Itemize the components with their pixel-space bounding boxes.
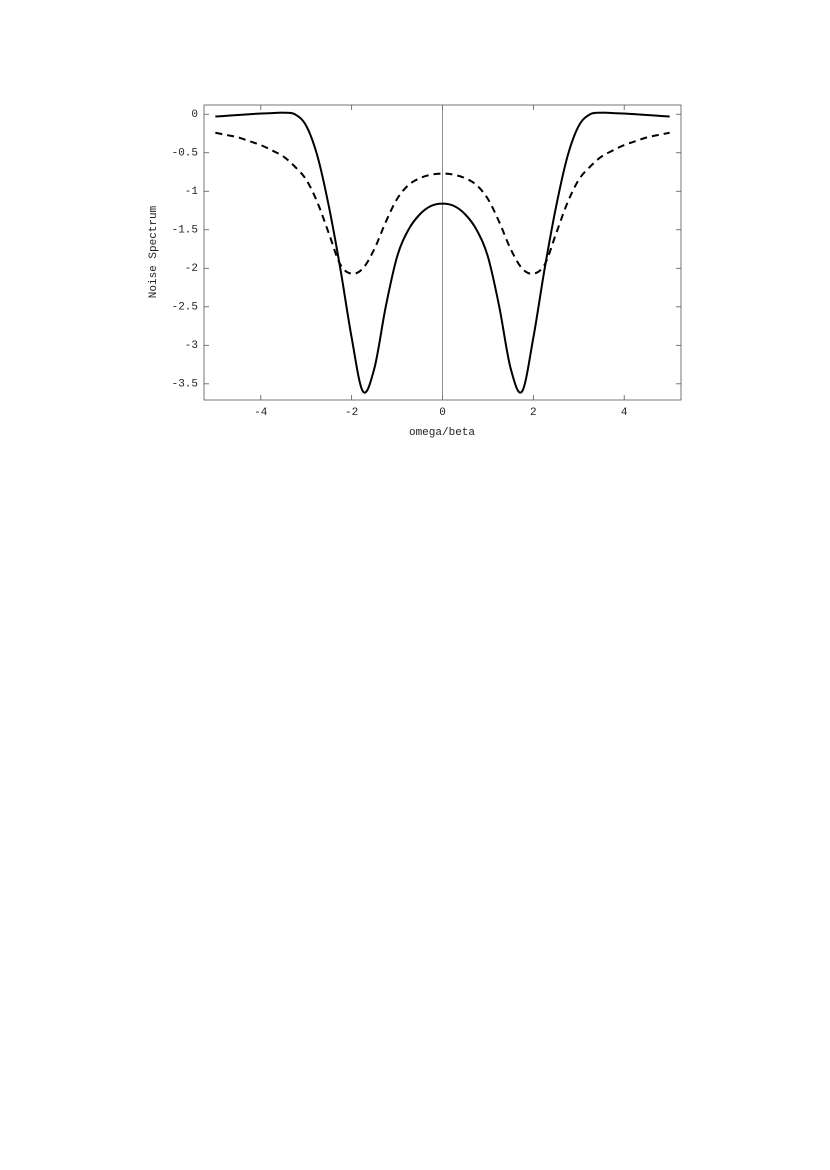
y-tick-label: -3.5 — [172, 379, 198, 391]
x-tick-label: 4 — [621, 407, 628, 419]
x-tick-label: 0 — [439, 407, 446, 419]
y-tick-label: -2.5 — [172, 302, 198, 314]
x-axis-label: omega/beta — [409, 427, 475, 439]
x-tick-label: -2 — [345, 407, 358, 419]
x-tick-label: -4 — [254, 407, 268, 419]
y-tick-label: 0 — [191, 109, 198, 121]
y-axis-label: Noise Spectrum — [148, 205, 160, 298]
series-line — [215, 131, 670, 275]
y-tick-label: -3 — [185, 340, 198, 352]
y-tick-label: -2 — [185, 263, 198, 275]
x-tick-label: 2 — [530, 407, 537, 419]
y-tick-label: -1 — [185, 186, 199, 198]
series-line — [215, 111, 670, 394]
y-tick-label: -1.5 — [172, 225, 198, 237]
y-tick-label: -0.5 — [172, 148, 198, 160]
